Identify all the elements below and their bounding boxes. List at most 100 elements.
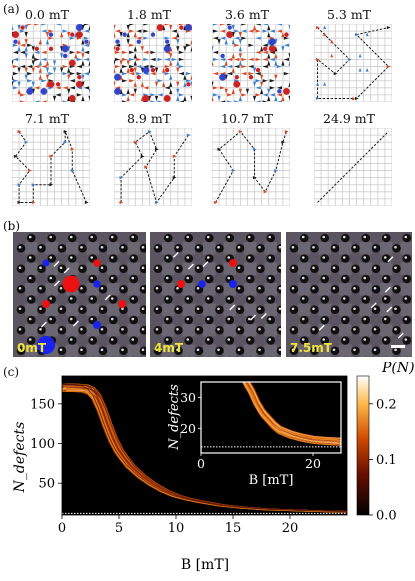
colloid <box>78 264 87 273</box>
spin-arrow <box>186 44 191 47</box>
trap-cell <box>244 304 257 317</box>
colloid <box>88 336 97 345</box>
spin-arrow <box>253 25 256 30</box>
spin-arrow <box>255 86 260 89</box>
spin-arrow <box>150 51 155 54</box>
colloid <box>164 234 173 243</box>
trap-cell <box>360 283 373 296</box>
colloid-highlight <box>197 287 200 290</box>
colloid <box>47 316 56 325</box>
spin-arrow <box>274 53 277 58</box>
spin-arrow <box>179 58 184 61</box>
defect-marker <box>229 259 237 267</box>
trap-cell <box>46 324 59 337</box>
colloid <box>27 275 36 284</box>
trap-cell <box>162 324 175 337</box>
colloid <box>164 254 173 263</box>
colloid <box>266 336 275 345</box>
colloid-highlight <box>121 266 124 269</box>
trap-cell <box>360 263 373 276</box>
spin-arrow <box>20 29 25 32</box>
defect-charge <box>249 75 253 79</box>
micrograph-0mT: 0mT <box>13 232 146 357</box>
spin-arrow <box>234 29 239 32</box>
inset-y-axis-label: N_defects <box>167 384 182 451</box>
colloid <box>300 234 309 243</box>
spin-arrow <box>34 51 39 54</box>
spin-arrow <box>134 82 137 87</box>
colloid <box>68 254 77 263</box>
spin-arrow <box>366 68 369 72</box>
spin-arrow <box>157 58 162 61</box>
spin-arrow <box>88 96 90 101</box>
colloid <box>119 346 128 355</box>
spin-arrow <box>227 100 232 102</box>
spin-arrow <box>239 53 242 58</box>
spin-arrow <box>122 72 127 75</box>
spin-arrow <box>169 75 172 80</box>
colloid-highlight <box>186 277 189 280</box>
spin-arrow <box>129 24 134 26</box>
spin-arrow <box>25 39 28 44</box>
colloid-highlight <box>312 307 315 310</box>
trap-cell <box>360 324 373 337</box>
string-arrow <box>387 26 391 29</box>
colloid-highlight <box>217 246 220 249</box>
trap-cell <box>380 324 393 337</box>
inset-y-tick-label: 30 <box>180 390 196 405</box>
trap-cell <box>298 263 311 276</box>
spin-arrow <box>143 37 148 40</box>
colloid-highlight <box>90 236 93 239</box>
spin-arrow <box>114 60 116 65</box>
colloid-highlight <box>333 266 336 269</box>
spin-arrow <box>165 58 170 61</box>
trap-cell <box>203 242 216 255</box>
colloid-highlight <box>302 277 305 280</box>
field-label-4: 7.1 mT <box>2 111 92 126</box>
spin-arrow <box>263 44 268 47</box>
trap-cell <box>183 242 196 255</box>
trap-cell <box>244 283 257 296</box>
colloid-highlight <box>49 256 52 259</box>
colloid <box>119 264 128 273</box>
spin-arrow <box>270 58 275 61</box>
colloid <box>266 234 275 243</box>
spin-arrow <box>260 82 263 87</box>
colloid-highlight <box>343 277 346 280</box>
colloid <box>109 316 118 325</box>
spin-arrow <box>41 51 46 54</box>
colloid <box>246 234 255 243</box>
colloid-highlight <box>90 318 93 321</box>
spin-lattice-0 <box>12 24 90 102</box>
spin-arrow <box>119 60 122 65</box>
colloid <box>58 326 67 335</box>
colloid <box>129 295 138 304</box>
spin-arrow <box>81 96 84 101</box>
colloid <box>402 295 411 304</box>
spin-arrow <box>39 39 42 44</box>
defect-charge <box>143 95 150 102</box>
defect-charge <box>115 47 119 51</box>
spin-arrow <box>27 44 32 47</box>
trap-cell <box>25 242 38 255</box>
spin-arrow <box>284 72 289 75</box>
spin-arrow <box>134 60 137 65</box>
colloid <box>392 285 401 294</box>
colloid <box>236 305 245 314</box>
colloid <box>300 316 309 325</box>
colloid-highlight <box>142 287 145 290</box>
defect-charge <box>235 75 239 79</box>
colloid <box>392 305 401 314</box>
colloid <box>331 264 340 273</box>
trap-cell <box>401 242 413 255</box>
trap-cell <box>25 304 38 317</box>
spin-arrow <box>129 44 134 47</box>
spin-arrow <box>20 100 25 102</box>
trap-cell <box>360 345 373 358</box>
colloid <box>205 275 214 284</box>
colloid-highlight <box>238 307 241 310</box>
spin-arrow <box>217 39 220 44</box>
colorbar-tick-label: 0.0 <box>376 509 397 524</box>
spin-arrow <box>255 79 260 82</box>
spin-arrow <box>17 82 20 87</box>
